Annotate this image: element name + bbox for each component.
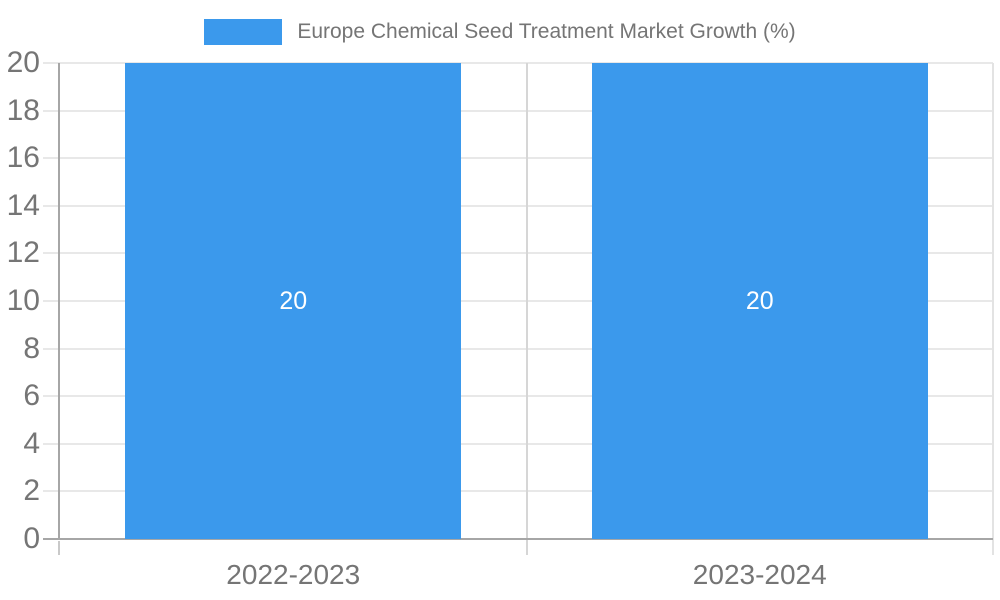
y-gridline (43, 395, 993, 398)
y-tick-label: 20 (6, 46, 40, 79)
y-gridline (43, 347, 993, 350)
y-tick-label: 2 (23, 474, 40, 508)
y-tick-label: 4 (23, 426, 40, 460)
y-gridline (43, 204, 993, 207)
y-tick-label: 12 (6, 236, 40, 270)
y-tick-label: 6 (23, 379, 40, 413)
y-gridline (43, 442, 993, 445)
bar: 20 (591, 63, 928, 539)
x-category-label: 2022-2023 (226, 559, 361, 590)
y-gridline (43, 252, 993, 255)
y-axis-line (58, 63, 60, 539)
y-tick-label: 10 (6, 284, 40, 317)
plot-right-edge (992, 63, 994, 555)
y-gridline (43, 62, 993, 64)
bar-value-label: 20 (279, 286, 308, 315)
y-tick-label: 16 (6, 141, 40, 175)
legend-title: Europe Chemical Seed Treatment Market Gr… (297, 20, 796, 43)
chart-legend: Europe Chemical Seed Treatment Market Gr… (0, 19, 1000, 45)
x-axis-line (43, 538, 993, 540)
x-category-label: 2023-2024 (692, 559, 827, 590)
y-tick-label: 14 (6, 188, 40, 222)
bar-value-label: 20 (745, 286, 774, 315)
y-tick-label: 18 (6, 93, 40, 127)
y-tick-label: 0 (23, 522, 40, 555)
y-gridline (43, 109, 993, 112)
category-separator (525, 63, 528, 555)
y-gridline (43, 490, 993, 493)
y-gridline (43, 300, 993, 302)
y-gridline (43, 157, 993, 160)
legend-color-swatch (204, 19, 283, 45)
y-tick-label: 8 (23, 331, 40, 365)
y-axis-tick-extension (58, 541, 60, 555)
bar: 20 (125, 63, 462, 539)
